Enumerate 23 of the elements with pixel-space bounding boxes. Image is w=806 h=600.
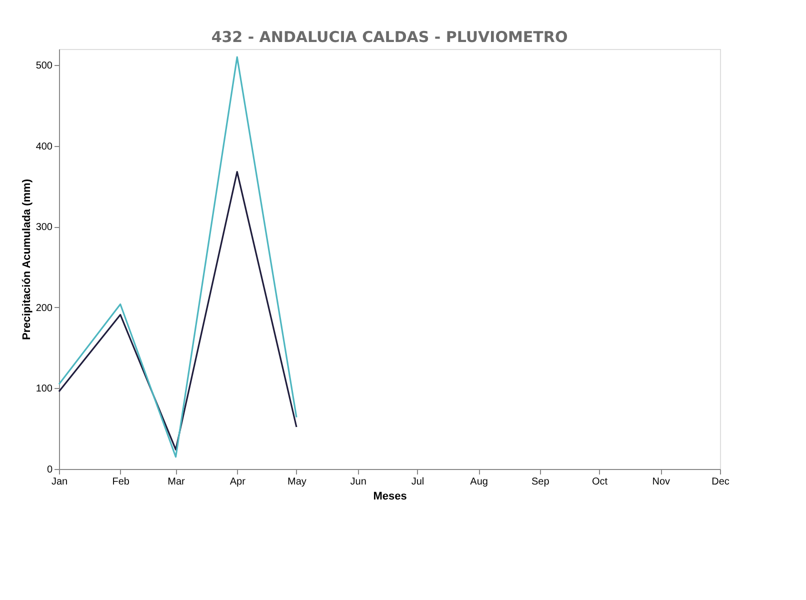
y-axis-title: Precipitación Acumulada (mm) bbox=[20, 178, 33, 340]
x-tick-label: Apr bbox=[230, 476, 246, 488]
x-tick-label: May bbox=[288, 476, 306, 488]
x-tick-label: Nov bbox=[652, 476, 670, 488]
y-tick-label: 400 bbox=[36, 141, 53, 152]
line-series bbox=[58, 170, 298, 450]
y-tick-label: 200 bbox=[36, 302, 53, 314]
x-tick-label: Jan bbox=[51, 476, 68, 488]
line-series bbox=[58, 56, 298, 458]
x-tick-label: Oct bbox=[592, 476, 608, 488]
x-tick-label: Aug bbox=[470, 476, 488, 488]
x-tick-label: Sep bbox=[532, 476, 550, 488]
x-tick-label: Mar bbox=[168, 476, 186, 488]
y-tick-label: 0 bbox=[46, 464, 53, 476]
y-tick-label: 100 bbox=[36, 384, 53, 395]
x-tick-label: Dec bbox=[712, 476, 730, 488]
x-axis-title: Meses bbox=[373, 490, 407, 502]
y-tick-label: 500 bbox=[36, 60, 53, 72]
chart-title: 432 - ANDALUCIA CALDAS - PLUVIOMETRO bbox=[211, 28, 568, 46]
x-tick-label: Jun bbox=[350, 476, 366, 488]
y-tick-label: 300 bbox=[36, 222, 53, 234]
x-tick-label: Jul bbox=[411, 476, 424, 488]
x-tick-label: Feb bbox=[112, 476, 130, 488]
